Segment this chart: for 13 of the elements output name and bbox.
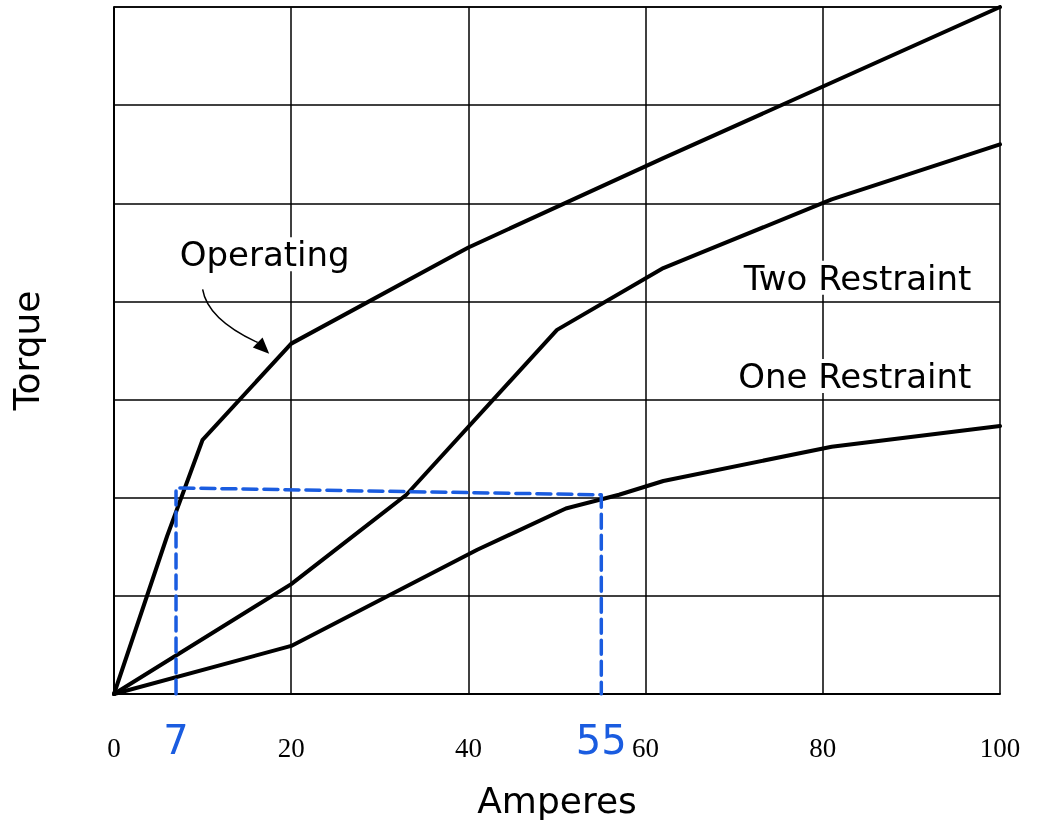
series-label: Operating [179,234,350,275]
x-tick-label: 80 [809,732,837,763]
y-axis-title: Torque [5,290,47,412]
x-tick-label: 100 [979,732,1021,763]
series-label: One Restraint [738,355,972,396]
x-tick-label: 20 [277,732,305,763]
annotation: 7 [163,717,189,763]
series-label: Two Restraint [742,257,972,298]
x-axis-title: Amperes [477,779,637,821]
x-tick-label: 40 [454,732,482,763]
x-tick-label: 0 [107,732,121,763]
x-tick-label: 60 [632,732,660,763]
annotation: 55 [575,717,627,763]
